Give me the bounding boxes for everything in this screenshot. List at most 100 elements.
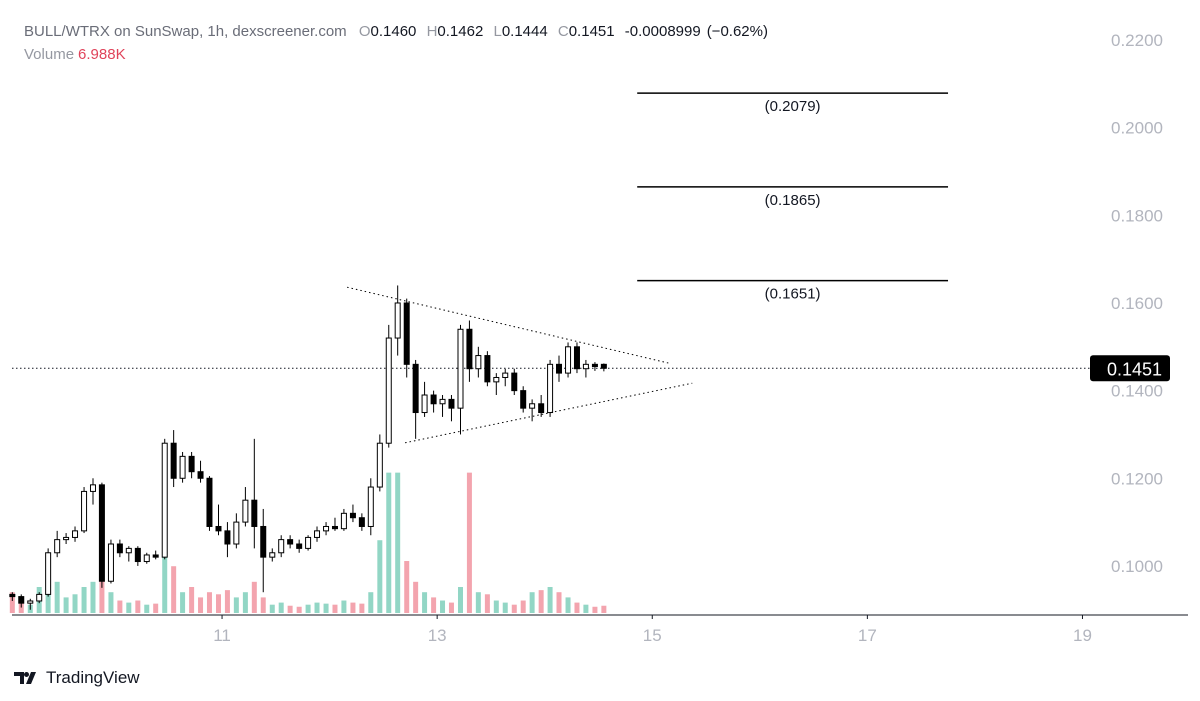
ohlc-letter: H xyxy=(426,23,438,40)
volume-bar xyxy=(233,597,239,613)
volume-bar xyxy=(305,604,311,613)
candle-body xyxy=(367,486,374,527)
candle-body xyxy=(511,372,518,392)
volume-bar xyxy=(538,590,544,613)
candle-body xyxy=(340,512,347,530)
volume-bar xyxy=(18,602,24,613)
volume-bar xyxy=(440,600,446,613)
candle-body xyxy=(116,543,123,554)
change-pct: (−0.62%) xyxy=(706,23,768,40)
candle-body xyxy=(170,442,177,479)
volume-bar xyxy=(126,602,132,613)
volume-bar xyxy=(368,592,374,613)
volume-bar xyxy=(99,566,105,613)
candle-body xyxy=(224,530,231,545)
candle-body xyxy=(179,455,186,479)
volume-bar xyxy=(475,592,481,613)
candle-body xyxy=(188,455,195,473)
volume-bar xyxy=(63,597,69,613)
volume-bar xyxy=(296,606,302,613)
candle-body xyxy=(125,547,132,554)
ohlc-value: 0.1451 xyxy=(568,23,615,40)
brand: TradingView xyxy=(46,668,140,687)
candle-body xyxy=(448,398,455,409)
volume-bar xyxy=(323,603,329,613)
volume-bar xyxy=(251,581,257,613)
candle-body xyxy=(242,499,249,523)
level-label: (0.2079) xyxy=(765,98,821,115)
level-label: (0.1651) xyxy=(765,286,821,303)
trendline xyxy=(347,286,669,364)
candle-body xyxy=(305,536,312,549)
candle-body xyxy=(358,517,365,527)
candle-body xyxy=(152,554,159,558)
volume-bar xyxy=(601,605,607,613)
volume-bar xyxy=(144,604,150,613)
volume-bar xyxy=(574,602,580,613)
candle-body xyxy=(430,394,437,405)
volume-bar xyxy=(269,604,275,613)
volume-bar xyxy=(332,604,338,613)
volume-bar xyxy=(404,561,410,613)
candle-body xyxy=(502,372,509,378)
candle-body xyxy=(206,477,213,527)
candle-body xyxy=(107,543,114,582)
x-tick-label: 13 xyxy=(428,626,447,645)
candle-body xyxy=(403,302,410,365)
y-tick-label: 0.1600 xyxy=(1111,294,1163,313)
ohlc-letter: O xyxy=(358,23,371,40)
volume-bar xyxy=(153,603,159,613)
logo xyxy=(14,672,36,684)
volume-bar xyxy=(135,600,141,613)
candle-body xyxy=(412,363,419,414)
volume-bar xyxy=(314,602,320,613)
volume-bar xyxy=(565,597,571,613)
volume-bar xyxy=(466,472,472,613)
candle-body xyxy=(72,530,79,538)
volume-bar xyxy=(556,592,562,613)
candle-body xyxy=(197,471,204,479)
volume-bar xyxy=(206,592,212,613)
volume-bar xyxy=(198,597,204,613)
volume-bar xyxy=(448,602,454,613)
volume-bar xyxy=(377,540,383,613)
footer: TradingView xyxy=(14,668,140,688)
volume-bar xyxy=(242,592,248,613)
volume-bar xyxy=(350,602,356,613)
candle-body xyxy=(134,547,141,563)
candle-body xyxy=(89,484,96,492)
candle-body xyxy=(9,593,16,598)
candle-body xyxy=(296,543,303,549)
candle-body xyxy=(565,346,572,374)
volume-bar xyxy=(359,603,365,613)
volume-bar xyxy=(502,602,508,613)
current-price-box xyxy=(1090,355,1170,382)
candle-body xyxy=(439,398,446,405)
y-tick-label: 0.2200 xyxy=(1111,31,1163,50)
candle-body xyxy=(556,363,563,374)
volume-bar xyxy=(520,600,526,613)
candle-body xyxy=(520,390,527,409)
candle-body xyxy=(45,552,52,595)
candle-body xyxy=(81,490,88,532)
ohlc-value: 0.1444 xyxy=(501,23,548,40)
y-tick-label: 0.1200 xyxy=(1111,469,1163,488)
volume-bar xyxy=(260,597,266,613)
volume-value: 6.988K xyxy=(78,46,126,63)
candle-body xyxy=(573,346,580,370)
current-price-label: 0.1451 xyxy=(1107,359,1162,379)
candle-body xyxy=(54,539,61,554)
volume-bar xyxy=(108,592,114,613)
candle-body xyxy=(475,355,482,370)
candle-body xyxy=(457,328,464,409)
candle-body xyxy=(269,552,276,558)
volume-bar xyxy=(90,581,96,613)
ohlc-letter: L xyxy=(493,23,502,40)
candle-body xyxy=(394,302,401,339)
volume-bar xyxy=(583,604,589,613)
trendline xyxy=(405,382,693,444)
x-tick-label: 11 xyxy=(213,626,231,645)
candle-body xyxy=(466,328,473,370)
volume-bar xyxy=(413,581,419,613)
volume-bar xyxy=(395,472,401,613)
